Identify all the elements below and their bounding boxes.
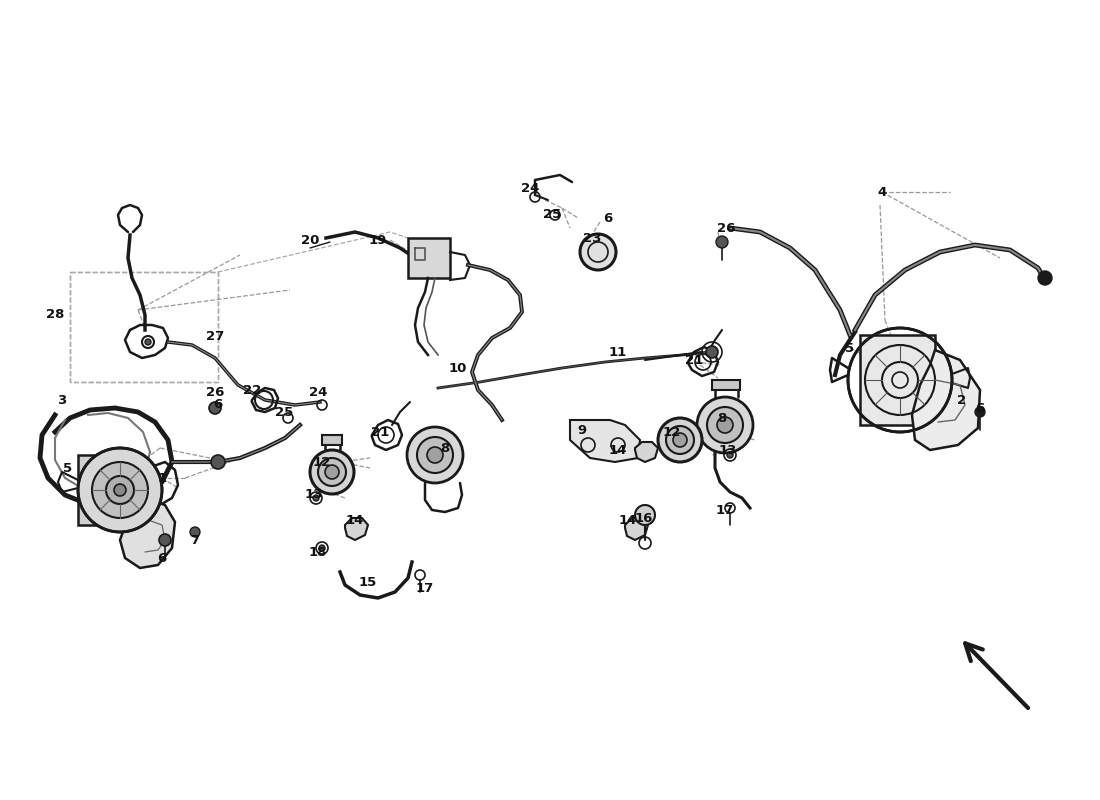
Circle shape bbox=[106, 476, 134, 504]
Text: 8: 8 bbox=[440, 442, 450, 454]
Polygon shape bbox=[625, 518, 648, 540]
Circle shape bbox=[580, 234, 616, 270]
Text: 28: 28 bbox=[46, 309, 64, 322]
Text: 14: 14 bbox=[619, 514, 637, 526]
Circle shape bbox=[209, 402, 221, 414]
Text: 14: 14 bbox=[345, 514, 364, 526]
Text: 10: 10 bbox=[449, 362, 468, 374]
Text: 14: 14 bbox=[608, 443, 627, 457]
Polygon shape bbox=[570, 420, 640, 462]
Text: 12: 12 bbox=[663, 426, 681, 438]
Bar bbox=[70, 272, 218, 382]
Polygon shape bbox=[635, 442, 658, 462]
Text: 23: 23 bbox=[583, 231, 602, 245]
Circle shape bbox=[78, 448, 162, 532]
Text: 1: 1 bbox=[157, 471, 166, 485]
Circle shape bbox=[324, 465, 339, 479]
Text: 16: 16 bbox=[635, 511, 653, 525]
Text: 6: 6 bbox=[213, 398, 222, 411]
Circle shape bbox=[727, 452, 733, 458]
Circle shape bbox=[92, 462, 148, 518]
Text: 20: 20 bbox=[300, 234, 319, 246]
Circle shape bbox=[666, 426, 694, 454]
Circle shape bbox=[717, 417, 733, 433]
Text: 3: 3 bbox=[57, 394, 67, 406]
Text: 5: 5 bbox=[64, 462, 73, 474]
Bar bbox=[860, 335, 935, 425]
Polygon shape bbox=[345, 518, 368, 540]
Text: 5: 5 bbox=[846, 342, 855, 354]
Text: 8: 8 bbox=[717, 411, 727, 425]
Text: 2: 2 bbox=[957, 394, 967, 406]
Text: 11: 11 bbox=[609, 346, 627, 358]
Circle shape bbox=[314, 495, 319, 501]
Text: 21: 21 bbox=[371, 426, 389, 438]
Text: 6: 6 bbox=[976, 402, 984, 414]
Text: 4: 4 bbox=[878, 186, 887, 198]
Circle shape bbox=[160, 534, 170, 546]
Circle shape bbox=[697, 397, 754, 453]
Circle shape bbox=[707, 407, 743, 443]
Text: 6: 6 bbox=[157, 551, 166, 565]
Circle shape bbox=[190, 527, 200, 537]
Circle shape bbox=[319, 545, 324, 551]
Circle shape bbox=[673, 433, 688, 447]
Circle shape bbox=[716, 236, 728, 248]
Text: 22: 22 bbox=[243, 383, 261, 397]
Circle shape bbox=[1038, 271, 1052, 285]
Circle shape bbox=[114, 484, 126, 496]
Text: 25: 25 bbox=[275, 406, 293, 418]
Text: 12: 12 bbox=[312, 455, 331, 469]
Text: 24: 24 bbox=[309, 386, 327, 398]
Circle shape bbox=[658, 418, 702, 462]
Text: 19: 19 bbox=[368, 234, 387, 246]
Text: 21: 21 bbox=[685, 354, 703, 366]
Circle shape bbox=[407, 427, 463, 483]
Circle shape bbox=[427, 447, 443, 463]
Circle shape bbox=[635, 505, 654, 525]
Circle shape bbox=[145, 339, 151, 345]
Polygon shape bbox=[912, 350, 980, 450]
Text: 17: 17 bbox=[716, 503, 734, 517]
Text: 27: 27 bbox=[206, 330, 224, 343]
Bar bbox=[322, 435, 342, 445]
Text: 15: 15 bbox=[359, 575, 377, 589]
Text: 24: 24 bbox=[520, 182, 539, 194]
Bar bbox=[712, 380, 740, 390]
Text: 6: 6 bbox=[604, 211, 613, 225]
Polygon shape bbox=[120, 498, 175, 568]
Text: 26: 26 bbox=[717, 222, 735, 234]
Text: 26: 26 bbox=[206, 386, 224, 398]
Bar bbox=[408, 238, 450, 278]
Bar bbox=[78, 455, 123, 525]
Circle shape bbox=[417, 437, 453, 473]
Circle shape bbox=[310, 450, 354, 494]
Text: 7: 7 bbox=[190, 534, 199, 546]
Text: 13: 13 bbox=[305, 489, 323, 502]
Text: 13: 13 bbox=[718, 443, 737, 457]
Circle shape bbox=[211, 455, 226, 469]
Text: 25: 25 bbox=[543, 209, 561, 222]
Circle shape bbox=[975, 407, 984, 417]
Text: 18: 18 bbox=[309, 546, 327, 558]
Text: 9: 9 bbox=[578, 423, 586, 437]
Circle shape bbox=[318, 458, 346, 486]
Bar bbox=[70, 272, 218, 382]
Circle shape bbox=[706, 346, 718, 358]
Text: 17: 17 bbox=[416, 582, 434, 594]
